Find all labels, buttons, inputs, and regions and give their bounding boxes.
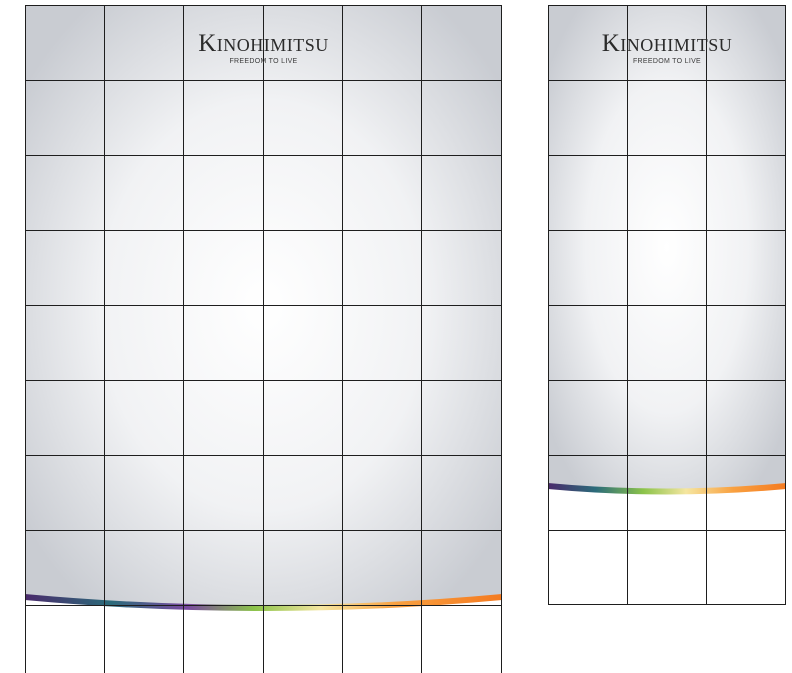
narrow-panel-grid — [548, 5, 786, 605]
narrow-panel-ribbon — [548, 483, 786, 495]
brand-name: KINOHIMITSU — [548, 31, 786, 56]
narrow-panel-logo: KINOHIMITSU FREEDOM TO LIVE — [548, 31, 786, 65]
brand-tagline: FREEDOM TO LIVE — [632, 58, 702, 65]
tall-panel-art — [25, 5, 502, 673]
tall-panel-grid — [25, 5, 502, 673]
tall-panel-logo: KINOHIMITSU FREEDOM TO LIVE — [25, 31, 502, 65]
brand-name-initial: K — [601, 30, 621, 57]
brand-name-initial: K — [198, 30, 217, 57]
brand-name-rest: INOHIMITSU — [620, 35, 733, 55]
narrow-panel-field — [548, 5, 786, 490]
tall-panel: KINOHIMITSU FREEDOM TO LIVE — [25, 5, 502, 673]
brand-name: KINOHIMITSU — [25, 31, 502, 56]
narrow-panel-art — [548, 5, 786, 605]
brand-tagline: FREEDOM TO LIVE — [229, 58, 298, 65]
tall-panel-ribbon — [25, 594, 502, 611]
narrow-panel: KINOHIMITSU FREEDOM TO LIVE — [548, 5, 786, 605]
brand-name-rest: INOHIMITSU — [216, 35, 329, 55]
